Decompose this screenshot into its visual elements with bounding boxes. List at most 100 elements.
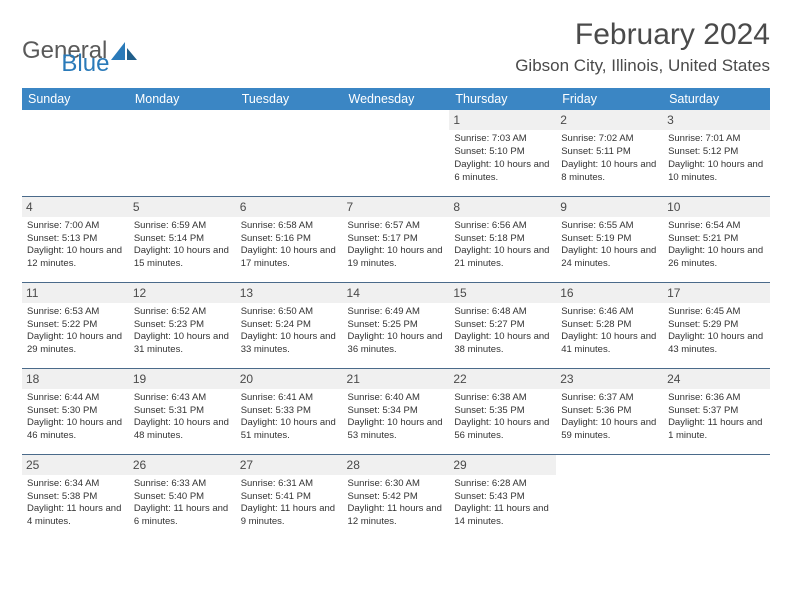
weekday-header-row: Sunday Monday Tuesday Wednesday Thursday… — [22, 88, 770, 110]
daylight-line: Daylight: 10 hours and 26 minutes. — [668, 245, 765, 271]
day-info: Sunrise: 7:00 AMSunset: 5:13 PMDaylight:… — [26, 220, 125, 271]
sunset-line: Sunset: 5:37 PM — [668, 405, 765, 418]
daylight-line: Daylight: 10 hours and 15 minutes. — [134, 245, 231, 271]
calendar-cell: 26 Sunrise: 6:33 AMSunset: 5:40 PMDayligh… — [129, 454, 236, 540]
sunset-line: Sunset: 5:10 PM — [454, 146, 551, 159]
calendar-cell: 7 Sunrise: 6:57 AMSunset: 5:17 PMDaylight… — [343, 196, 450, 282]
title-block: February 2024 Gibson City, Illinois, Uni… — [515, 18, 770, 76]
sunset-line: Sunset: 5:28 PM — [561, 319, 658, 332]
day-number: 23 — [556, 369, 663, 389]
day-info: Sunrise: 6:46 AMSunset: 5:28 PMDaylight:… — [560, 306, 659, 357]
calendar-cell: 12Sunrise: 6:52 AMSunset: 5:23 PMDayligh… — [129, 282, 236, 368]
sunrise-line: Sunrise: 6:45 AM — [668, 306, 765, 319]
day-info: Sunrise: 6:58 AMSunset: 5:16 PMDaylight:… — [240, 220, 339, 271]
weekday-header: Wednesday — [343, 88, 450, 110]
sunset-line: Sunset: 5:17 PM — [348, 233, 445, 246]
sunset-line: Sunset: 5:34 PM — [348, 405, 445, 418]
sunrise-line: Sunrise: 6:44 AM — [27, 392, 124, 405]
sunset-line: Sunset: 5:23 PM — [134, 319, 231, 332]
sunrise-line: Sunrise: 6:30 AM — [348, 478, 445, 491]
day-info: Sunrise: 6:48 AMSunset: 5:27 PMDaylight:… — [453, 306, 552, 357]
daylight-line: Daylight: 10 hours and 12 minutes. — [27, 245, 124, 271]
daylight-line: Daylight: 10 hours and 8 minutes. — [561, 159, 658, 185]
calendar-body: 1Sunrise: 7:03 AMSunset: 5:10 PMDaylight… — [22, 110, 770, 540]
day-number: 20 — [236, 369, 343, 389]
calendar-cell: 18Sunrise: 6:44 AMSunset: 5:30 PMDayligh… — [22, 368, 129, 454]
day-info: Sunrise: 6:30 AMSunset: 5:42 PMDaylight:… — [347, 478, 446, 529]
calendar-cell: 27Sunrise: 6:31 AMSunset: 5:41 PMDayligh… — [236, 454, 343, 540]
daylight-line: Daylight: 10 hours and 29 minutes. — [27, 331, 124, 357]
daylight-line: Daylight: 11 hours and 4 minutes. — [27, 503, 124, 529]
sunrise-line: Sunrise: 7:03 AM — [454, 133, 551, 146]
calendar-cell — [343, 110, 450, 196]
calendar-cell: 24Sunrise: 6:36 AMSunset: 5:37 PMDayligh… — [663, 368, 770, 454]
logo-sail-icon — [111, 42, 137, 60]
day-info: Sunrise: 6:37 AMSunset: 5:36 PMDaylight:… — [560, 392, 659, 443]
daylight-line: Daylight: 10 hours and 33 minutes. — [241, 331, 338, 357]
calendar-cell: 8Sunrise: 6:56 AMSunset: 5:18 PMDaylight… — [449, 196, 556, 282]
calendar-cell: 17Sunrise: 6:45 AMSunset: 5:29 PMDayligh… — [663, 282, 770, 368]
calendar-cell: 25Sunrise: 6:34 AMSunset: 5:38 PMDayligh… — [22, 454, 129, 540]
daylight-line: Daylight: 10 hours and 59 minutes. — [561, 417, 658, 443]
sunrise-line: Sunrise: 6:57 AM — [348, 220, 445, 233]
weekday-header: Saturday — [663, 88, 770, 110]
day-info: Sunrise: 6:56 AMSunset: 5:18 PMDaylight:… — [453, 220, 552, 271]
sunset-line: Sunset: 5:22 PM — [27, 319, 124, 332]
calendar-cell: 1Sunrise: 7:03 AMSunset: 5:10 PMDaylight… — [449, 110, 556, 196]
sunrise-line: Sunrise: 6:46 AM — [561, 306, 658, 319]
weekday-header: Friday — [556, 88, 663, 110]
sunrise-line: Sunrise: 6:55 AM — [561, 220, 658, 233]
daylight-line: Daylight: 10 hours and 31 minutes. — [134, 331, 231, 357]
calendar-cell: 22 Sunrise: 6:38 AMSunset: 5:35 PMDayligh… — [449, 368, 556, 454]
sunrise-line: Sunrise: 7:01 AM — [668, 133, 765, 146]
day-number: 7 — [343, 197, 450, 217]
sunrise-line: Sunrise: 6:28 AM — [454, 478, 551, 491]
daylight-line: Daylight: 10 hours and 46 minutes. — [27, 417, 124, 443]
location-subtitle: Gibson City, Illinois, United States — [515, 56, 770, 76]
calendar-cell: 3Sunrise: 7:01 AMSunset: 5:12 PMDaylight… — [663, 110, 770, 196]
sunset-line: Sunset: 5:33 PM — [241, 405, 338, 418]
day-info: Sunrise: 6:53 AMSunset: 5:22 PMDaylight:… — [26, 306, 125, 357]
day-info: Sunrise: 6:36 AMSunset: 5:37 PMDaylight:… — [667, 392, 766, 443]
sunset-line: Sunset: 5:18 PM — [454, 233, 551, 246]
daylight-line: Daylight: 10 hours and 51 minutes. — [241, 417, 338, 443]
calendar-cell: 13Sunrise: 6:50 AMSunset: 5:24 PMDayligh… — [236, 282, 343, 368]
day-info: Sunrise: 6:38 AMSunset: 5:35 PMDaylight:… — [453, 392, 552, 443]
calendar-cell: 15 Sunrise: 6:48 AMSunset: 5:27 PMDayligh… — [449, 282, 556, 368]
day-info: Sunrise: 6:40 AMSunset: 5:34 PMDaylight:… — [347, 392, 446, 443]
sunrise-line: Sunrise: 6:58 AM — [241, 220, 338, 233]
weekday-header: Sunday — [22, 88, 129, 110]
sunset-line: Sunset: 5:41 PM — [241, 491, 338, 504]
daylight-line: Daylight: 10 hours and 53 minutes. — [348, 417, 445, 443]
daylight-line: Daylight: 11 hours and 14 minutes. — [454, 503, 551, 529]
sunset-line: Sunset: 5:40 PM — [134, 491, 231, 504]
calendar-cell — [22, 110, 129, 196]
daylight-line: Daylight: 10 hours and 10 minutes. — [668, 159, 765, 185]
logo-text-blue: Blue — [61, 50, 109, 78]
day-info: Sunrise: 6:44 AMSunset: 5:30 PMDaylight:… — [26, 392, 125, 443]
sunrise-line: Sunrise: 6:52 AM — [134, 306, 231, 319]
daylight-line: Daylight: 10 hours and 19 minutes. — [348, 245, 445, 271]
day-number: 22 — [449, 369, 556, 389]
day-info: Sunrise: 6:33 AMSunset: 5:40 PMDaylight:… — [133, 478, 232, 529]
calendar-cell: 28 Sunrise: 6:30 AMSunset: 5:42 PMDayligh… — [343, 454, 450, 540]
day-number: 28 — [343, 455, 450, 475]
sunset-line: Sunset: 5:25 PM — [348, 319, 445, 332]
calendar-week-row: 4Sunrise: 7:00 AMSunset: 5:13 PMDaylight… — [22, 196, 770, 282]
sunrise-line: Sunrise: 6:36 AM — [668, 392, 765, 405]
calendar-cell — [663, 454, 770, 540]
day-number: 15 — [449, 283, 556, 303]
day-number: 27 — [236, 455, 343, 475]
calendar-cell: 2Sunrise: 7:02 AMSunset: 5:11 PMDaylight… — [556, 110, 663, 196]
calendar-cell: 5Sunrise: 6:59 AMSunset: 5:14 PMDaylight… — [129, 196, 236, 282]
day-info: Sunrise: 7:01 AMSunset: 5:12 PMDaylight:… — [667, 133, 766, 184]
calendar-cell: 6Sunrise: 6:58 AMSunset: 5:16 PMDaylight… — [236, 196, 343, 282]
calendar-week-row: 1Sunrise: 7:03 AMSunset: 5:10 PMDaylight… — [22, 110, 770, 196]
day-number: 26 — [129, 455, 236, 475]
calendar-cell: 10Sunrise: 6:54 AMSunset: 5:21 PMDayligh… — [663, 196, 770, 282]
calendar-cell: 19Sunrise: 6:43 AMSunset: 5:31 PMDayligh… — [129, 368, 236, 454]
sunrise-line: Sunrise: 7:00 AM — [27, 220, 124, 233]
day-info: Sunrise: 6:55 AMSunset: 5:19 PMDaylight:… — [560, 220, 659, 271]
sunrise-line: Sunrise: 6:56 AM — [454, 220, 551, 233]
calendar-cell — [129, 110, 236, 196]
